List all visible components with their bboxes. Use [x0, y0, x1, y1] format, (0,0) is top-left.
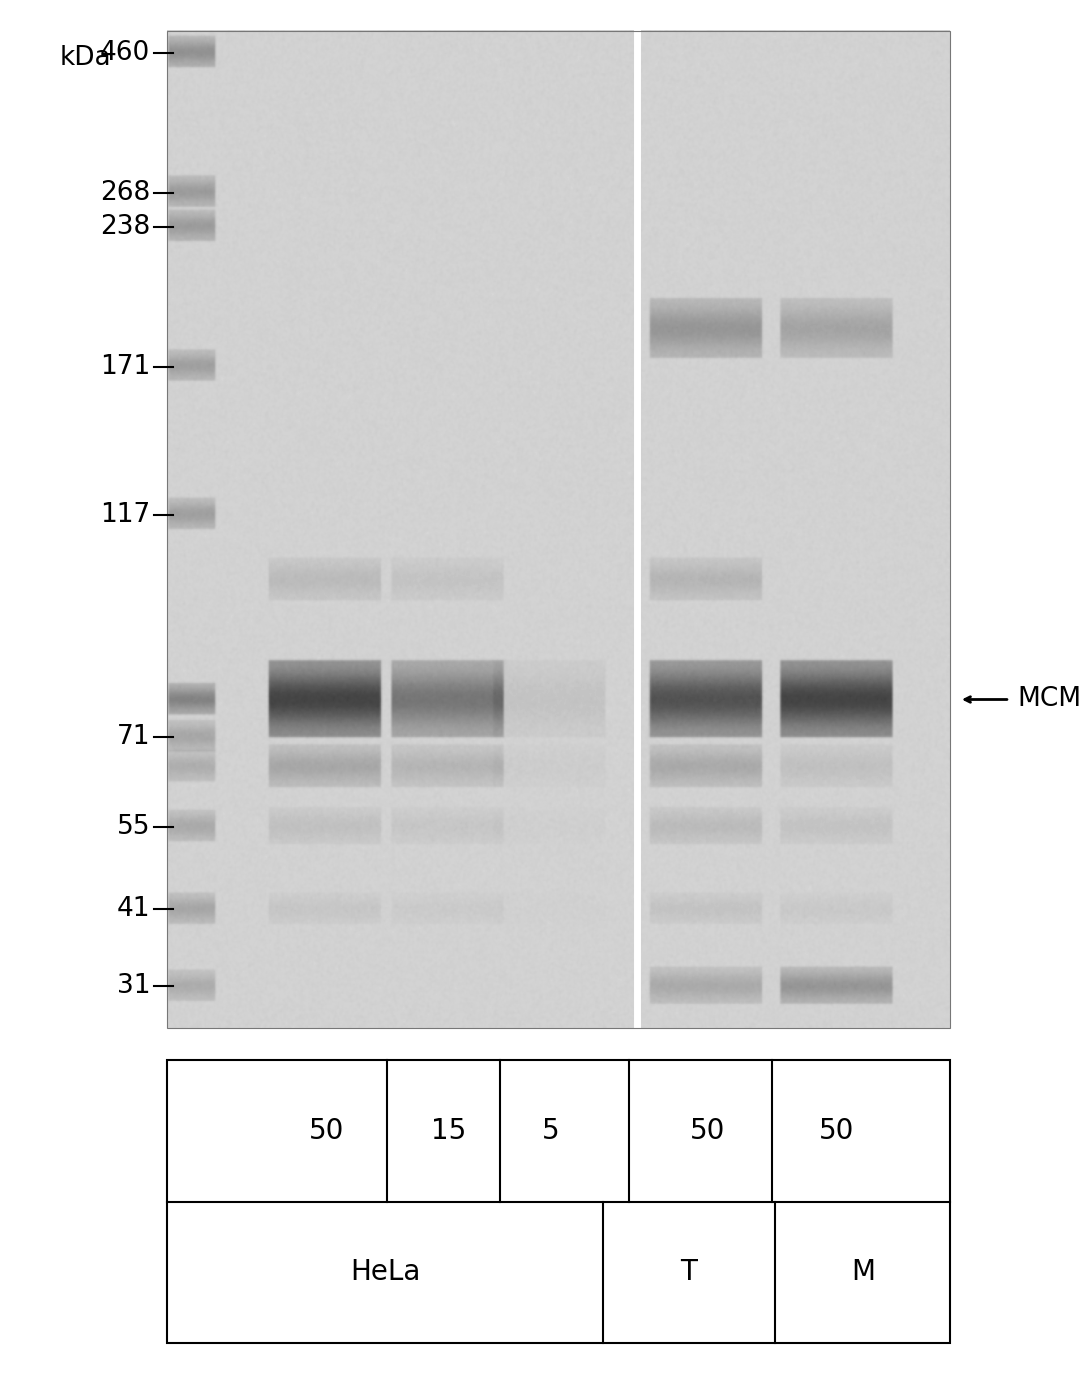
Text: 41: 41: [117, 897, 150, 922]
Bar: [167, 1060, 950, 1343]
Text: 50: 50: [820, 1116, 854, 1146]
Text: MCM7: MCM7: [1017, 687, 1080, 712]
Text: M: M: [851, 1258, 875, 1287]
Text: 5: 5: [542, 1116, 559, 1146]
Text: 238: 238: [99, 214, 150, 239]
Text: 71: 71: [117, 725, 150, 750]
Text: 15: 15: [431, 1116, 465, 1146]
Text: T: T: [680, 1258, 698, 1287]
Text: kDa: kDa: [59, 45, 111, 71]
Text: 171: 171: [99, 354, 150, 379]
Bar: [167, 31, 950, 1028]
Text: 55: 55: [117, 814, 150, 839]
Text: 50: 50: [309, 1116, 343, 1146]
Text: 31: 31: [117, 974, 150, 999]
Text: 460: 460: [99, 41, 150, 66]
Text: HeLa: HeLa: [350, 1258, 420, 1287]
Text: 50: 50: [690, 1116, 725, 1146]
Text: 268: 268: [99, 180, 150, 206]
Text: 117: 117: [99, 502, 150, 527]
